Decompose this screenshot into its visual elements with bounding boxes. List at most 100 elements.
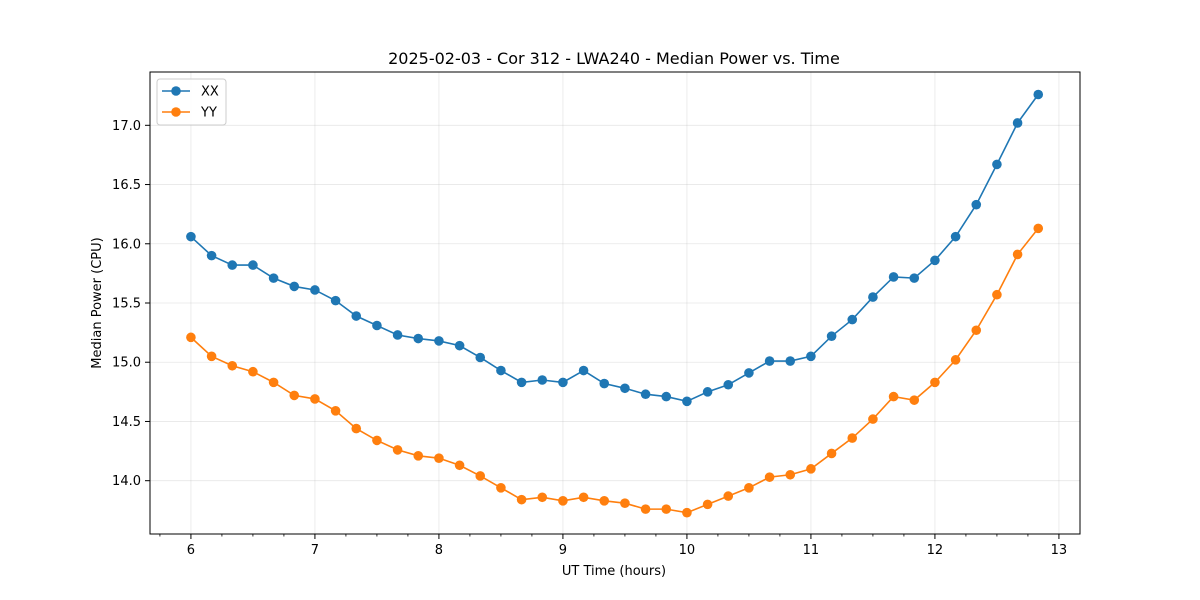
y-tick-label: 14.0: [112, 474, 141, 489]
y-tick-label: 14.5: [112, 415, 141, 430]
y-tick-label: 15.0: [112, 356, 141, 371]
data-point: [950, 231, 961, 242]
data-point: [496, 365, 506, 376]
data-point: [620, 383, 630, 394]
data-point: [248, 260, 258, 270]
data-point: [434, 336, 444, 346]
data-point: [454, 340, 465, 351]
data-point: [909, 395, 920, 405]
data-point: [888, 391, 899, 402]
data-point: [206, 351, 217, 362]
data-point: [1012, 118, 1023, 128]
y-tick-label: 16.5: [112, 178, 141, 193]
x-tick-label: 8: [435, 543, 443, 558]
data-point: [847, 314, 858, 325]
data-point: [496, 483, 506, 493]
legend-label: XX: [201, 85, 219, 100]
data-point: [351, 311, 362, 321]
x-tick-label: 12: [927, 543, 944, 558]
data-point: [744, 368, 754, 378]
data-point: [868, 414, 878, 424]
x-axis: 6 7 8 9 10 11 12 13: [159, 534, 1068, 558]
data-point: [310, 394, 320, 404]
data-point: [682, 507, 692, 518]
y-tick-label: 16.0: [112, 237, 141, 252]
data-point: [888, 272, 899, 282]
data-point: [392, 330, 403, 340]
data-point: [930, 255, 940, 266]
data-point: [289, 390, 300, 401]
series-line-yy: [190, 227, 1039, 514]
data-point: [992, 289, 1002, 300]
data-point: [537, 492, 548, 503]
y-axis: 14.0 14.5 15.0 15.5 16.0 16.5 17.0: [112, 119, 150, 489]
data-point: [1033, 223, 1044, 234]
data-point: [475, 471, 486, 481]
data-point: [227, 260, 238, 270]
data-point: [723, 491, 734, 501]
data-point: [992, 159, 1002, 170]
data-point: [475, 352, 486, 363]
legend-marker: [171, 86, 181, 96]
data-point: [330, 295, 341, 306]
data-point: [847, 433, 858, 443]
data-point: [310, 285, 320, 295]
data-point: [413, 451, 424, 461]
x-tick-label: 13: [1051, 543, 1068, 558]
data-point: [413, 333, 424, 344]
legend-marker: [171, 107, 181, 117]
chart-title: 2025-02-03 - Cor 312 - LWA240 - Median P…: [388, 49, 840, 68]
data-point: [558, 496, 568, 506]
data-point: [764, 472, 775, 482]
data-point: [1012, 249, 1023, 260]
data-point: [806, 351, 816, 362]
data-point: [227, 360, 238, 371]
data-point: [682, 396, 692, 407]
data-point: [516, 377, 527, 388]
data-point: [578, 492, 589, 503]
series-line-xx: [190, 94, 1039, 403]
data-point: [248, 366, 258, 377]
data-point: [558, 377, 568, 388]
data-point: [640, 389, 651, 400]
data-point: [268, 377, 279, 388]
x-tick-label: 7: [311, 543, 319, 558]
legend: XX YY: [156, 78, 227, 126]
data-point: [206, 250, 217, 261]
y-tick-label: 15.5: [112, 297, 141, 312]
data-point: [454, 460, 465, 471]
data-point: [806, 464, 816, 474]
x-tick-label: 10: [679, 543, 696, 558]
data-point: [744, 483, 754, 493]
data-point: [723, 379, 734, 390]
data-point: [909, 273, 920, 283]
data-point: [186, 332, 196, 343]
data-point: [289, 281, 300, 292]
data-point: [640, 504, 651, 514]
y-tick-label: 17.0: [112, 119, 141, 134]
data-point: [268, 273, 279, 283]
data-point: [702, 387, 713, 397]
series-xx: [186, 89, 1044, 407]
data-point: [434, 453, 444, 463]
data-point: [537, 375, 548, 385]
data-point: [372, 320, 382, 331]
data-point: [971, 325, 982, 336]
data-point: [330, 406, 341, 416]
data-point: [372, 435, 382, 446]
grid: [150, 72, 1080, 534]
data-point: [826, 448, 837, 459]
data-point: [599, 496, 610, 506]
data-point: [516, 494, 527, 505]
data-point: [930, 377, 940, 388]
legend-label: YY: [200, 106, 217, 121]
data-point: [868, 292, 878, 302]
data-point: [785, 356, 796, 366]
y-axis-label: Median Power (CPU): [90, 237, 105, 368]
data-point: [620, 498, 630, 509]
data-point: [971, 199, 982, 210]
data-point: [1033, 89, 1044, 100]
x-axis-label: UT Time (hours): [562, 564, 666, 579]
series-layer: [186, 89, 1044, 518]
data-point: [661, 504, 672, 514]
